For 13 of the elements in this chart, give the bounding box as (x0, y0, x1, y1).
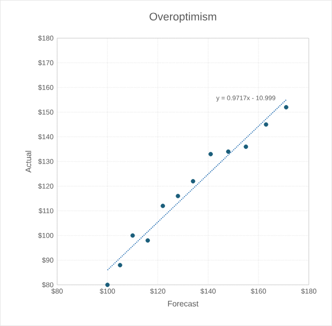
point (105, 282, 110, 288)
point (176, 194, 180, 198)
point (190, 179, 196, 184)
chart-title: Overoptimism (150, 12, 216, 23)
point (264, 122, 268, 127)
point (284, 105, 288, 110)
point (244, 144, 248, 149)
point (146, 238, 150, 243)
point (160, 204, 166, 208)
point (226, 149, 230, 154)
point (118, 262, 122, 268)
point (208, 152, 213, 156)
point (130, 233, 135, 238)
